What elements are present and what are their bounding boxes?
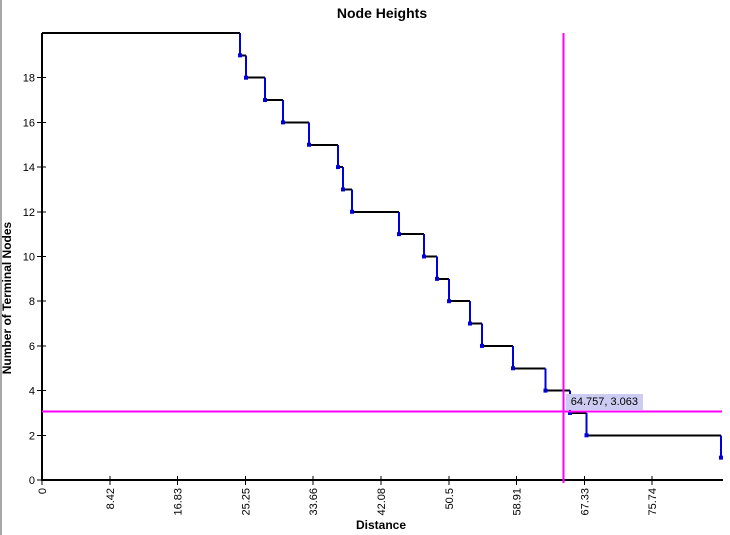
y-tick-label: 4 [29,386,35,398]
plot-area[interactable]: 0 2 4 6 8 10 12 14 16 18 0 8.42 16.83 25.25 33.66 42.08… [23,32,723,516]
y-tick-label: 0 [29,475,35,487]
x-axis-label: Distance [356,518,406,532]
crosshair-tooltip: 64.757, 3.063 [565,393,644,410]
x-tick-label: 16.83 [173,488,185,516]
y-tick-label: 2 [29,430,35,442]
x-tick-label: 0 [37,488,49,494]
x-tick-label: 58.91 [512,488,524,516]
y-tick-label: 8 [29,296,35,308]
y-tick-label: 18 [23,73,35,85]
x-tick-label: 67.33 [579,488,591,516]
y-tick-label: 14 [23,162,35,174]
step-curve [42,32,723,460]
x-tick-label: 42.08 [376,488,388,516]
y-tick-label: 10 [23,252,35,264]
x-tick-label: 8.42 [105,488,117,509]
x-tick-label: 75.74 [647,488,659,516]
x-tick-label: 25.25 [240,488,252,516]
x-tick-label: 33.66 [308,488,320,516]
x-tick-label: 50.5 [444,488,456,509]
y-tick-label: 12 [23,207,35,219]
y-tick-label: 6 [29,341,35,353]
y-axis-label: Number of Terminal Nodes [0,221,14,374]
window-border [0,0,2,535]
chart-title: Node Heights [337,5,427,21]
y-tick-label: 16 [23,117,35,129]
